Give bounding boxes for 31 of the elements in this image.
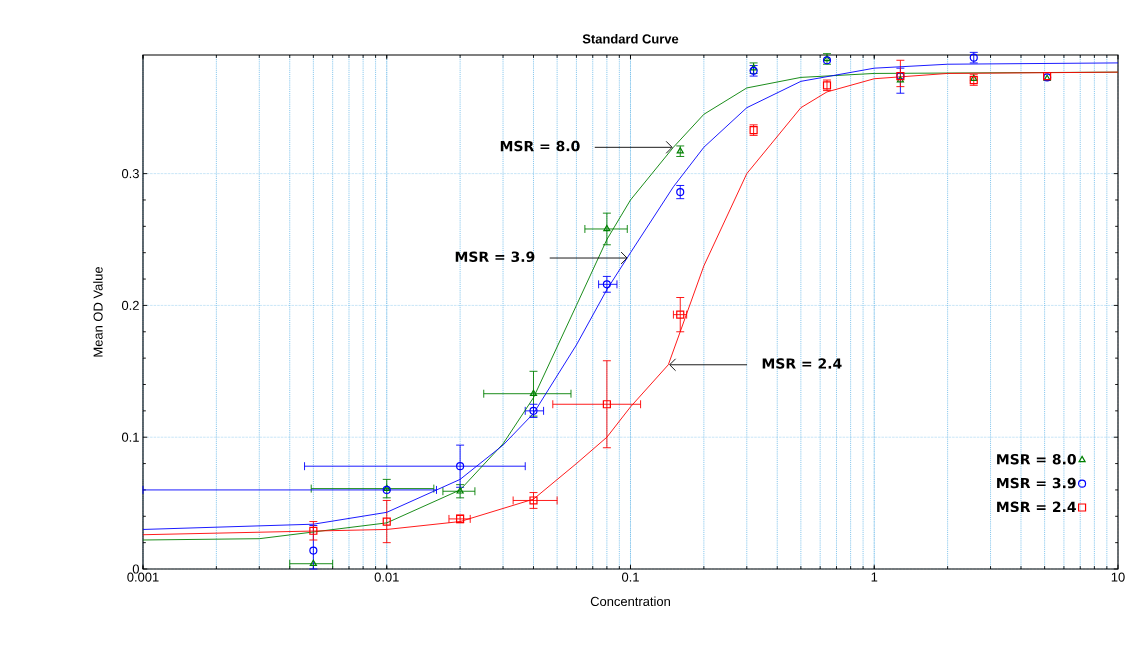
legend-label: MSR = 8.0 — [997, 453, 1076, 465]
annotation: MSR = 3.9 — [455, 251, 535, 263]
point — [602, 400, 611, 409]
y-tick-label: 0.2 — [121, 300, 139, 310]
point — [529, 406, 538, 415]
point — [529, 389, 538, 397]
x-tick-label: 0.01 — [374, 572, 399, 582]
point — [309, 559, 317, 567]
y-axis-title: Mean OD Value — [93, 266, 103, 357]
point — [602, 280, 611, 289]
y-tick-label: 0 — [132, 564, 139, 574]
point — [456, 462, 465, 471]
legend-label: MSR = 3.9 — [997, 477, 1076, 489]
x-tick-label: 10 — [1111, 572, 1125, 582]
point — [309, 526, 318, 535]
y-tick-label: 0.1 — [121, 432, 139, 442]
x-tick-label: 0.001 — [127, 572, 159, 582]
y-tick-label: 0.3 — [121, 169, 139, 179]
annotation: MSR = 8.0 — [500, 140, 580, 152]
annotation: MSR = 2.4 — [762, 358, 842, 369]
point — [309, 546, 318, 555]
x-tick-label: 0.1 — [621, 572, 639, 582]
chart-title: Standard Curve — [582, 33, 679, 44]
point — [529, 496, 538, 505]
legend-label: MSR = 2.4 — [997, 501, 1076, 513]
point — [382, 517, 391, 526]
x-axis-title: Concentration — [590, 596, 670, 607]
point — [676, 310, 685, 319]
x-tick-label: 1 — [871, 572, 878, 582]
point — [382, 485, 391, 495]
point — [603, 224, 611, 232]
